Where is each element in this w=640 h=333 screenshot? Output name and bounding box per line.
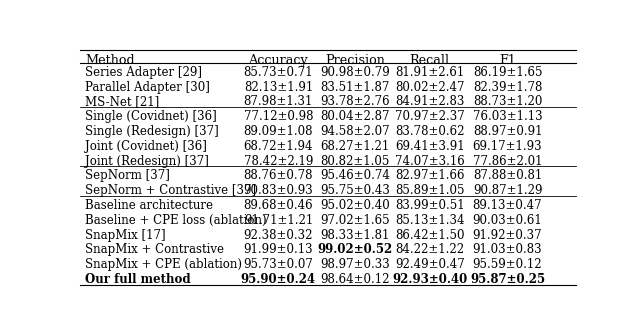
Text: Single (Redesign) [37]: Single (Redesign) [37] [85, 125, 219, 138]
Text: 95.73±0.07: 95.73±0.07 [243, 258, 314, 271]
Text: 80.82±1.05: 80.82±1.05 [321, 155, 390, 167]
Text: SnapMix [17]: SnapMix [17] [85, 228, 166, 241]
Text: SepNorm [37]: SepNorm [37] [85, 169, 170, 182]
Text: 68.72±1.94: 68.72±1.94 [244, 140, 313, 153]
Text: 69.17±1.93: 69.17±1.93 [473, 140, 542, 153]
Text: 98.97±0.33: 98.97±0.33 [321, 258, 390, 271]
Text: 90.87±1.29: 90.87±1.29 [473, 184, 542, 197]
Text: 92.38±0.32: 92.38±0.32 [244, 228, 313, 241]
Text: 77.86±2.01: 77.86±2.01 [473, 155, 542, 167]
Text: 88.97±0.91: 88.97±0.91 [473, 125, 542, 138]
Text: 76.03±1.13: 76.03±1.13 [473, 110, 542, 123]
Text: Joint (Redesign) [37]: Joint (Redesign) [37] [85, 155, 209, 167]
Text: 89.68±0.46: 89.68±0.46 [244, 199, 313, 212]
Text: 97.02±1.65: 97.02±1.65 [321, 214, 390, 227]
Text: MS-Net [21]: MS-Net [21] [85, 96, 159, 109]
Text: 80.02±2.47: 80.02±2.47 [395, 81, 465, 94]
Text: 92.49±0.47: 92.49±0.47 [395, 258, 465, 271]
Text: 82.39±1.78: 82.39±1.78 [473, 81, 542, 94]
Text: 92.93±0.40: 92.93±0.40 [392, 273, 467, 286]
Text: 77.12±0.98: 77.12±0.98 [244, 110, 313, 123]
Text: 90.98±0.79: 90.98±0.79 [321, 66, 390, 79]
Text: 82.13±1.91: 82.13±1.91 [244, 81, 313, 94]
Text: Our full method: Our full method [85, 273, 191, 286]
Text: 82.97±1.66: 82.97±1.66 [395, 169, 465, 182]
Text: 81.91±2.61: 81.91±2.61 [395, 66, 464, 79]
Text: 88.73±1.20: 88.73±1.20 [473, 96, 542, 109]
Text: Single (Covidnet) [36]: Single (Covidnet) [36] [85, 110, 217, 123]
Text: 68.27±1.21: 68.27±1.21 [321, 140, 390, 153]
Text: 98.64±0.12: 98.64±0.12 [321, 273, 390, 286]
Text: 91.71±1.21: 91.71±1.21 [244, 214, 313, 227]
Text: 88.76±0.78: 88.76±0.78 [244, 169, 313, 182]
Text: 85.73±0.71: 85.73±0.71 [244, 66, 313, 79]
Text: 80.04±2.87: 80.04±2.87 [321, 110, 390, 123]
Text: Method: Method [85, 54, 134, 67]
Text: Baseline architecture: Baseline architecture [85, 199, 213, 212]
Text: Joint (Covidnet) [36]: Joint (Covidnet) [36] [85, 140, 207, 153]
Text: 74.07±3.16: 74.07±3.16 [395, 155, 465, 167]
Text: 95.46±0.74: 95.46±0.74 [321, 169, 390, 182]
Text: 87.98±1.31: 87.98±1.31 [244, 96, 313, 109]
Text: 85.13±1.34: 85.13±1.34 [395, 214, 465, 227]
Text: 91.03±0.83: 91.03±0.83 [473, 243, 542, 256]
Text: 90.03±0.61: 90.03±0.61 [473, 214, 543, 227]
Text: 69.41±3.91: 69.41±3.91 [395, 140, 465, 153]
Text: 89.13±0.47: 89.13±0.47 [473, 199, 542, 212]
Text: Accuracy: Accuracy [248, 54, 308, 67]
Text: SnapMix + Contrastive: SnapMix + Contrastive [85, 243, 224, 256]
Text: 84.22±1.22: 84.22±1.22 [395, 243, 464, 256]
Text: 83.51±1.87: 83.51±1.87 [321, 81, 390, 94]
Text: 93.78±2.76: 93.78±2.76 [321, 96, 390, 109]
Text: Precision: Precision [325, 54, 385, 67]
Text: 78.42±2.19: 78.42±2.19 [244, 155, 313, 167]
Text: 85.89±1.05: 85.89±1.05 [395, 184, 465, 197]
Text: 90.83±0.93: 90.83±0.93 [244, 184, 313, 197]
Text: 91.99±0.13: 91.99±0.13 [244, 243, 313, 256]
Text: 95.90±0.24: 95.90±0.24 [241, 273, 316, 286]
Text: Series Adapter [29]: Series Adapter [29] [85, 66, 202, 79]
Text: Recall: Recall [410, 54, 450, 67]
Text: Baseline + CPE loss (ablation): Baseline + CPE loss (ablation) [85, 214, 267, 227]
Text: 83.99±0.51: 83.99±0.51 [395, 199, 465, 212]
Text: 89.09±1.08: 89.09±1.08 [244, 125, 313, 138]
Text: SepNorm + Contrastive [37]: SepNorm + Contrastive [37] [85, 184, 256, 197]
Text: 70.97±2.37: 70.97±2.37 [395, 110, 465, 123]
Text: SnapMix + CPE (ablation): SnapMix + CPE (ablation) [85, 258, 242, 271]
Text: 95.75±0.43: 95.75±0.43 [321, 184, 390, 197]
Text: 87.88±0.81: 87.88±0.81 [473, 169, 542, 182]
Text: 83.78±0.62: 83.78±0.62 [395, 125, 465, 138]
Text: 98.33±1.81: 98.33±1.81 [321, 228, 390, 241]
Text: 95.02±0.40: 95.02±0.40 [321, 199, 390, 212]
Text: 86.19±1.65: 86.19±1.65 [473, 66, 542, 79]
Text: F1: F1 [499, 54, 516, 67]
Text: 91.92±0.37: 91.92±0.37 [473, 228, 542, 241]
Text: 95.87±0.25: 95.87±0.25 [470, 273, 545, 286]
Text: 95.59±0.12: 95.59±0.12 [473, 258, 542, 271]
Text: 84.91±2.83: 84.91±2.83 [395, 96, 465, 109]
Text: 94.58±2.07: 94.58±2.07 [321, 125, 390, 138]
Text: Parallel Adapter [30]: Parallel Adapter [30] [85, 81, 210, 94]
Text: 86.42±1.50: 86.42±1.50 [395, 228, 465, 241]
Text: 99.02±0.52: 99.02±0.52 [317, 243, 393, 256]
